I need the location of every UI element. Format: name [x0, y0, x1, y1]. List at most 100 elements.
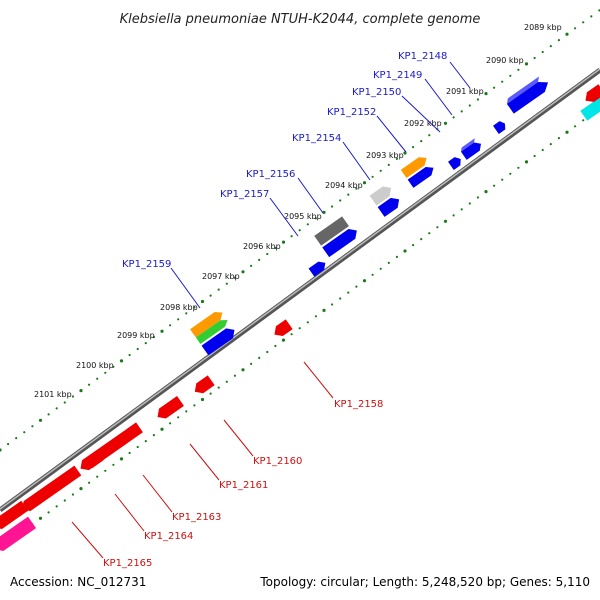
tick-dot	[476, 196, 479, 199]
tick-dot	[460, 208, 463, 211]
tick-dot	[119, 359, 124, 363]
tick-dot	[509, 74, 512, 77]
tick-dot	[96, 475, 99, 478]
gene-kp1-2161[interactable]	[154, 396, 184, 422]
gene-kp1-2152[interactable]	[448, 155, 464, 170]
tick-dot	[452, 116, 455, 119]
kbp-label: 2101 kbp	[34, 390, 72, 399]
tick-dot	[322, 210, 326, 214]
tick-dot	[379, 267, 382, 270]
kbp-label: 2092 kbp	[404, 119, 442, 128]
tick-dot	[136, 445, 139, 449]
tick-dot	[582, 21, 585, 24]
gene-label-kp1-2149: KP1_2149	[373, 70, 422, 81]
tick-dot	[436, 226, 439, 229]
forward-genes	[190, 74, 600, 356]
gene-kp1-2160[interactable]	[191, 375, 215, 396]
tick-dot	[565, 130, 569, 134]
tick-dot	[314, 315, 317, 318]
tick-dot	[339, 297, 342, 300]
tick-dot	[541, 50, 544, 54]
tick-dot	[347, 193, 350, 196]
tick-dot	[217, 386, 220, 389]
tick-dot	[428, 134, 431, 137]
tick-dot	[484, 92, 488, 96]
gene-kp1-2150[interactable]	[459, 137, 484, 160]
tick-dot	[233, 374, 236, 377]
tick-dot	[79, 487, 83, 491]
tick-dot	[541, 148, 544, 152]
kbp-label: 2091 kbp	[446, 87, 484, 96]
gene-kp1-2158[interactable]	[271, 319, 293, 339]
tick-dot	[468, 202, 471, 205]
gene-cyan[interactable]	[580, 97, 600, 121]
tick-dot	[200, 397, 205, 402]
tick-dot	[306, 321, 309, 324]
tick-dot	[144, 440, 147, 443]
gene-kp1-2164[interactable]	[19, 465, 82, 515]
gene-kp1-2164b[interactable]	[80, 450, 104, 471]
tick-dot	[362, 279, 367, 283]
tick-dot	[185, 312, 188, 315]
tick-dot	[420, 140, 423, 143]
tick-dot	[47, 511, 50, 514]
tick-dot	[533, 154, 536, 158]
tick-dot	[104, 371, 107, 374]
gene-kp1-2154[interactable]	[400, 154, 437, 188]
kbp-label: 2098 kbp	[160, 303, 198, 312]
tick-dot	[160, 329, 164, 333]
gene-label-kp1-2161: KP1_2161	[219, 480, 268, 491]
gene-kp1-2159[interactable]	[190, 309, 238, 356]
tick-dot	[63, 401, 66, 404]
tick-dot	[258, 258, 261, 261]
tick-dot	[209, 294, 212, 297]
gene-kp1-2156[interactable]	[369, 183, 403, 217]
gene-label-kp1-2164: KP1_2164	[144, 531, 193, 542]
kbp-label: 2097 kbp	[202, 272, 240, 281]
tick-dot	[493, 86, 496, 89]
tick-dot	[582, 119, 585, 122]
kbp-label: 2094 kbp	[325, 181, 363, 190]
tick-dot	[185, 410, 188, 413]
tick-dot	[460, 110, 463, 113]
gene-red-right[interactable]	[582, 84, 600, 105]
gene-magenta[interactable]	[0, 516, 37, 555]
tick-dot	[557, 137, 561, 140]
gene-kp1-2149[interactable]	[493, 119, 508, 134]
gene-label-kp1-2150: KP1_2150	[352, 87, 401, 98]
tick-dot	[200, 299, 205, 304]
tick-dot	[524, 160, 529, 164]
tick-dot	[136, 347, 139, 351]
gene-label-kp1-2159: KP1_2159	[122, 259, 171, 270]
gene-label-kp1-2165: KP1_2165	[103, 558, 152, 569]
tick-dot	[290, 333, 293, 336]
tick-dot	[233, 276, 236, 279]
tick-dots	[0, 9, 600, 550]
tick-dot	[387, 261, 390, 264]
gene-kp1-2148[interactable]	[505, 74, 552, 114]
tick-dot	[55, 505, 58, 508]
gene-kp1-2157[interactable]	[314, 214, 360, 258]
tick-dot	[119, 457, 124, 461]
tick-dot	[258, 356, 261, 359]
tick-dot	[509, 172, 512, 175]
kbp-labels: 2089 kbp 2090 kbp 2091 kbp 2092 kbp 2093…	[34, 23, 562, 399]
tick-dot	[63, 499, 66, 502]
tick-dot	[177, 416, 180, 419]
bottom-labels	[71, 361, 334, 559]
tick-dot	[533, 56, 536, 60]
gene-kp1-2165[interactable]	[0, 500, 29, 533]
tick-dot	[250, 362, 253, 365]
tick-dot	[403, 151, 407, 155]
kbp-label: 2095 kbp	[284, 212, 322, 221]
tick-dot	[88, 481, 91, 484]
tick-dot	[281, 240, 286, 244]
tick-dot	[443, 219, 448, 223]
gene-label-kp1-2158: KP1_2158	[334, 399, 383, 410]
kbp-label: 2100 kbp	[76, 361, 114, 370]
kbp-label: 2096 kbp	[243, 242, 281, 251]
gene-kp1-2157b[interactable]	[308, 259, 329, 277]
tick-dot	[250, 264, 253, 267]
tick-dot	[322, 308, 326, 312]
tick-dot	[152, 434, 155, 437]
